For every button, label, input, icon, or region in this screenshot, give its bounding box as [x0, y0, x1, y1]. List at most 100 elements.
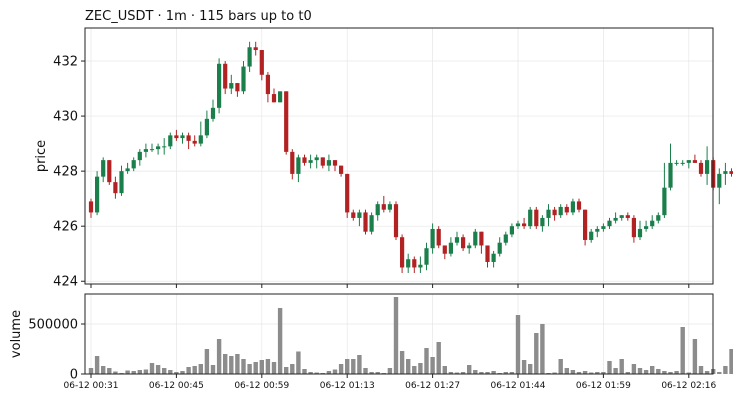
candle-body	[534, 209, 539, 227]
candle-body	[613, 217, 618, 221]
candle	[436, 226, 441, 249]
volume-bar	[656, 369, 661, 374]
candle-body	[284, 91, 289, 152]
volume-bar	[357, 355, 362, 374]
candle	[137, 149, 142, 166]
volume-bar	[308, 372, 313, 374]
candle	[156, 143, 161, 155]
volume-bar	[491, 371, 496, 374]
volume-bar	[680, 327, 685, 374]
candle-body	[479, 231, 484, 246]
candle-body	[387, 204, 392, 210]
volume-x-axis: 06-12 00:31 06-12 00:45 06-12 00:59 06-12 0…	[64, 374, 717, 391]
price-axis-label: price	[34, 140, 49, 172]
candle-body	[686, 160, 691, 163]
candle	[552, 206, 557, 221]
volume-bar	[625, 372, 630, 374]
candle	[113, 176, 118, 199]
volume-bar	[534, 333, 539, 374]
volume-bar	[424, 348, 429, 374]
candle	[241, 61, 246, 95]
volume-bar	[149, 363, 155, 374]
price-x-ticks	[90, 284, 690, 288]
candle-body	[650, 220, 655, 227]
candle-body	[143, 149, 148, 152]
candle	[253, 41, 258, 56]
candle-body	[406, 259, 411, 268]
candle	[473, 228, 478, 249]
candle-body	[564, 206, 569, 213]
candle	[131, 157, 136, 172]
candle	[546, 204, 551, 227]
candle	[601, 223, 606, 232]
x-tick-label: 06-12 01:27	[405, 381, 460, 391]
candle-body	[95, 176, 100, 213]
volume-y-tick-label: 500000	[28, 318, 78, 333]
volume-bar	[113, 371, 118, 374]
candle	[95, 171, 100, 216]
candle-body	[101, 160, 106, 177]
candle-body	[619, 215, 624, 218]
volume-bar	[668, 372, 673, 374]
volume-bar	[406, 359, 411, 374]
candle-body	[601, 226, 606, 229]
price-y-tick-label: 432	[53, 55, 78, 70]
volume-bar	[168, 370, 173, 374]
candle	[265, 72, 270, 103]
candle-body	[296, 157, 301, 174]
volume-bar	[570, 370, 576, 374]
candle-body	[174, 135, 179, 139]
candle	[515, 220, 521, 229]
candle	[668, 143, 673, 191]
candle-body	[320, 157, 325, 166]
candle-body	[149, 149, 155, 151]
candle	[650, 215, 655, 229]
volume-bar	[180, 371, 185, 374]
volume-bar	[155, 365, 161, 374]
candle-body	[400, 237, 405, 268]
volume-bar	[430, 357, 435, 374]
candle-body	[717, 173, 722, 188]
volume-axis-label: volume	[9, 310, 24, 358]
candle-body	[302, 157, 307, 163]
candle-body	[473, 231, 478, 246]
volume-bar	[253, 362, 258, 374]
volume-bar	[619, 359, 624, 374]
candle-body	[528, 209, 533, 227]
candle-body	[186, 135, 191, 141]
volume-bar	[241, 359, 246, 374]
candle-body	[607, 220, 612, 227]
volume-bar-series	[88, 297, 733, 374]
candle-body	[314, 157, 319, 161]
candle	[497, 237, 502, 257]
candle-body	[503, 234, 508, 243]
volume-bar	[564, 368, 569, 374]
candle	[637, 220, 643, 240]
volume-bar	[131, 371, 136, 374]
volume-bar	[460, 372, 466, 374]
candle	[717, 168, 722, 205]
candle-body	[88, 201, 94, 213]
candle-body	[662, 187, 667, 216]
x-tick-label: 06-12 02:16	[661, 381, 716, 391]
volume-bar	[473, 370, 478, 374]
price-y-tick-label: 430	[53, 110, 78, 125]
candle-body	[430, 228, 435, 249]
candle-body	[461, 237, 466, 249]
price-gridlines	[85, 28, 713, 284]
candle	[613, 212, 618, 224]
candle	[192, 135, 197, 147]
candle	[198, 121, 203, 147]
candle	[223, 61, 228, 95]
volume-bar	[485, 372, 490, 374]
candle	[332, 160, 338, 172]
price-plot-frame	[84, 27, 714, 285]
candle	[296, 154, 301, 183]
volume-bar	[351, 359, 356, 374]
candle	[308, 154, 313, 169]
volume-bar	[277, 308, 283, 374]
candle	[271, 88, 277, 103]
volume-bar	[296, 351, 301, 374]
x-tick-label: 06-12 00:59	[234, 381, 289, 391]
x-tick-label: 06-12 01:44	[491, 381, 546, 391]
